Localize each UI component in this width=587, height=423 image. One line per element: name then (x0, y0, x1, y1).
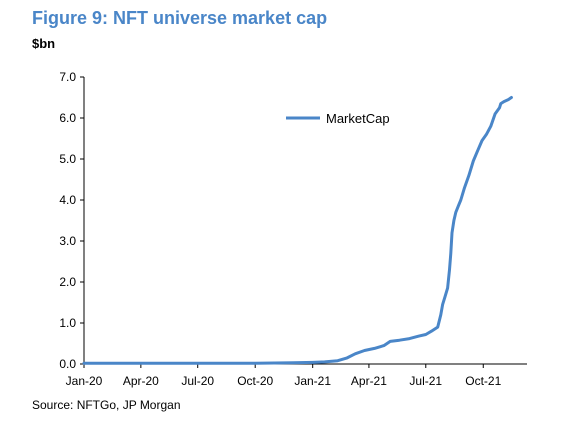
y-tick-label: 3.0 (59, 234, 76, 248)
data-point (450, 252, 452, 255)
y-tick-label: 5.0 (59, 152, 76, 166)
x-tick-label: Oct-21 (465, 374, 501, 388)
data-point (448, 268, 451, 271)
data-point (346, 357, 348, 359)
data-point (425, 333, 427, 336)
data-point (453, 219, 455, 222)
data-point (363, 349, 366, 352)
data-point (498, 107, 501, 109)
data-point (140, 362, 142, 365)
data-point (503, 100, 505, 103)
chart-series (82, 96, 513, 365)
x-tick-label: Jan-21 (294, 374, 331, 388)
y-tick-label: 6.0 (59, 111, 76, 125)
data-point (389, 340, 392, 343)
data-point (457, 205, 460, 207)
y-tick-label: 1.0 (59, 316, 76, 330)
data-point (451, 232, 453, 234)
chart-title: Figure 9: NFT universe market cap (32, 8, 328, 28)
data-point (507, 98, 510, 101)
data-point (292, 362, 295, 364)
data-point (408, 337, 411, 340)
chart-axes (83, 77, 527, 365)
x-tick-label: Oct-20 (237, 374, 273, 388)
data-point (430, 330, 433, 333)
data-point (476, 150, 479, 152)
series-line-marketcap (82, 96, 513, 365)
x-tick-label: Apr-21 (351, 374, 387, 388)
data-point (500, 102, 502, 105)
data-point (440, 314, 442, 316)
data-point (398, 339, 401, 342)
data-point (460, 199, 462, 201)
data-point (336, 359, 339, 362)
data-point (510, 96, 513, 99)
data-point (311, 361, 314, 364)
data-point (196, 362, 199, 365)
y-tick-label: 2.0 (59, 275, 76, 289)
x-axis-ticks: Jan-20 Apr-20 Jul-20 Oct-20 Jan-21 Apr-21 Jul-… (66, 364, 502, 388)
data-point (481, 139, 483, 142)
y-tick-label: 4.0 (59, 193, 76, 207)
data-point (436, 326, 439, 328)
chart-legend: MarketCap (286, 111, 390, 126)
data-point (494, 113, 496, 115)
data-point (383, 344, 385, 347)
data-point (446, 287, 449, 289)
data-point (323, 361, 326, 363)
y-axis-ticks: 0.0 1.0 2.0 3.0 4.0 5.0 6.0 7.0 (59, 70, 84, 371)
data-point (441, 303, 444, 306)
y-tick-label: 0.0 (59, 357, 76, 371)
y-tick-label: 7.0 (59, 70, 76, 84)
data-point (354, 353, 357, 355)
x-tick-label: Jan-20 (66, 374, 103, 388)
data-point (373, 347, 376, 350)
x-tick-label: Jul-21 (409, 374, 442, 388)
data-point (418, 335, 420, 337)
data-point (468, 174, 470, 177)
x-tick-label: Jul-20 (181, 374, 214, 388)
data-point (444, 295, 446, 298)
x-tick-label: Apr-20 (123, 374, 159, 388)
data-point (254, 362, 256, 365)
y-axis-unit-label: $bn (32, 36, 56, 51)
data-point (83, 362, 85, 365)
data-point (455, 211, 457, 214)
data-point (472, 160, 475, 162)
legend-label: MarketCap (326, 111, 390, 126)
source-note: Source: NFTGo, JP Morgan (32, 398, 181, 412)
data-point (490, 125, 492, 127)
data-point (463, 186, 466, 189)
data-point (485, 133, 488, 136)
